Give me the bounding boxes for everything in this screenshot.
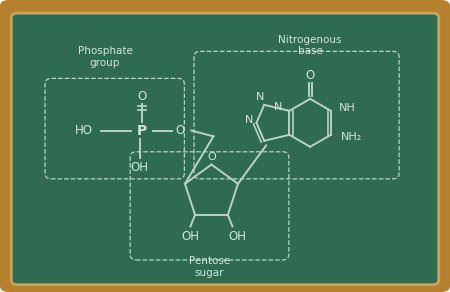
Text: O: O <box>306 69 315 82</box>
Text: Phosphate
group: Phosphate group <box>77 46 132 68</box>
Text: OH: OH <box>131 161 149 174</box>
Text: NH₂: NH₂ <box>340 132 362 142</box>
Text: NH: NH <box>339 103 356 113</box>
Text: N: N <box>245 115 254 125</box>
Text: O: O <box>137 91 146 103</box>
Text: P: P <box>137 124 147 138</box>
Text: O: O <box>176 124 185 137</box>
Text: Pentose
sugar: Pentose sugar <box>189 256 230 278</box>
Text: OH: OH <box>181 230 199 243</box>
Text: OH: OH <box>229 230 247 243</box>
Text: Nitrogenous
base: Nitrogenous base <box>279 35 342 56</box>
Text: HO: HO <box>75 124 93 137</box>
FancyBboxPatch shape <box>11 13 439 285</box>
Text: N: N <box>256 92 265 102</box>
Text: N: N <box>274 102 283 112</box>
FancyBboxPatch shape <box>20 19 430 279</box>
Text: O: O <box>207 152 216 162</box>
